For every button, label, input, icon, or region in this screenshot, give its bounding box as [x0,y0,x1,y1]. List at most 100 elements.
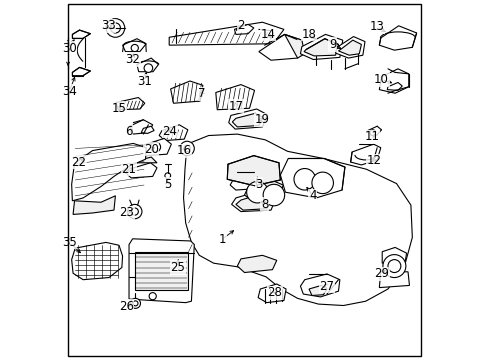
Polygon shape [125,163,157,178]
Polygon shape [386,82,402,90]
Text: 7: 7 [198,87,205,100]
Circle shape [110,23,120,33]
Text: 31: 31 [137,75,152,87]
Polygon shape [232,113,263,127]
Polygon shape [116,98,144,110]
Text: 1: 1 [218,233,225,246]
Polygon shape [129,120,152,134]
Polygon shape [300,35,342,59]
Circle shape [164,173,170,179]
Text: 35: 35 [62,236,77,249]
Circle shape [144,64,152,72]
Circle shape [131,208,138,215]
Text: 26: 26 [119,300,133,313]
Polygon shape [72,30,90,39]
Polygon shape [129,239,194,303]
Circle shape [246,181,267,203]
Polygon shape [215,85,254,110]
Polygon shape [129,157,157,163]
Polygon shape [304,39,338,56]
Text: 4: 4 [308,189,316,202]
Polygon shape [228,109,267,129]
Polygon shape [230,172,261,190]
Polygon shape [284,35,304,58]
Text: 32: 32 [125,53,140,66]
Circle shape [263,184,284,206]
Text: 34: 34 [62,85,77,98]
Text: 9: 9 [328,38,336,51]
Polygon shape [72,67,90,76]
Text: 10: 10 [373,73,388,86]
Text: 19: 19 [254,113,269,126]
Circle shape [133,301,138,306]
Polygon shape [231,189,276,212]
Text: 21: 21 [122,163,136,176]
Text: 25: 25 [170,261,185,274]
Polygon shape [169,22,284,45]
Polygon shape [137,58,158,72]
Text: 28: 28 [266,286,282,299]
Circle shape [131,44,138,51]
Circle shape [149,293,156,300]
Polygon shape [382,247,406,263]
Polygon shape [234,24,253,35]
Circle shape [387,260,400,273]
Text: 11: 11 [364,130,379,144]
Polygon shape [258,284,285,303]
Circle shape [130,298,140,309]
Circle shape [293,168,315,190]
Text: 20: 20 [143,143,159,156]
Polygon shape [235,193,271,210]
Text: 13: 13 [369,20,384,33]
Polygon shape [73,196,115,215]
Polygon shape [379,26,416,50]
Polygon shape [72,242,122,280]
Text: 22: 22 [71,156,86,168]
Polygon shape [308,285,326,296]
Polygon shape [72,143,146,201]
Polygon shape [227,156,280,186]
Text: 12: 12 [366,154,381,167]
Text: 5: 5 [163,178,171,191]
Polygon shape [258,35,301,60]
Text: 27: 27 [319,280,334,293]
Text: 29: 29 [373,267,388,280]
Bar [135,252,187,291]
Polygon shape [300,274,339,297]
Text: 16: 16 [176,144,191,157]
Circle shape [150,142,160,152]
Polygon shape [338,40,361,55]
Text: 23: 23 [119,207,134,220]
Text: 17: 17 [228,100,243,113]
Circle shape [106,19,124,37]
Polygon shape [379,69,408,93]
Polygon shape [183,134,411,306]
Text: 2: 2 [237,19,244,32]
Polygon shape [159,125,187,140]
Text: 18: 18 [301,28,316,41]
Polygon shape [140,138,171,156]
Circle shape [183,145,190,152]
Text: 6: 6 [125,125,133,138]
Polygon shape [244,179,283,202]
Circle shape [382,255,405,278]
Text: 24: 24 [162,125,177,138]
Text: 33: 33 [101,19,115,32]
Polygon shape [350,144,380,165]
Circle shape [180,141,194,156]
Text: 8: 8 [261,198,268,211]
Text: 15: 15 [111,102,126,115]
Text: 14: 14 [260,28,275,41]
Text: 3: 3 [255,178,262,191]
Polygon shape [170,81,203,103]
Polygon shape [335,37,364,58]
Polygon shape [280,158,344,198]
Circle shape [311,172,333,194]
Polygon shape [379,272,408,288]
Polygon shape [141,126,154,134]
Polygon shape [122,39,146,51]
Polygon shape [237,255,276,273]
Circle shape [369,130,375,135]
Circle shape [127,204,142,219]
Text: 30: 30 [62,41,77,54]
